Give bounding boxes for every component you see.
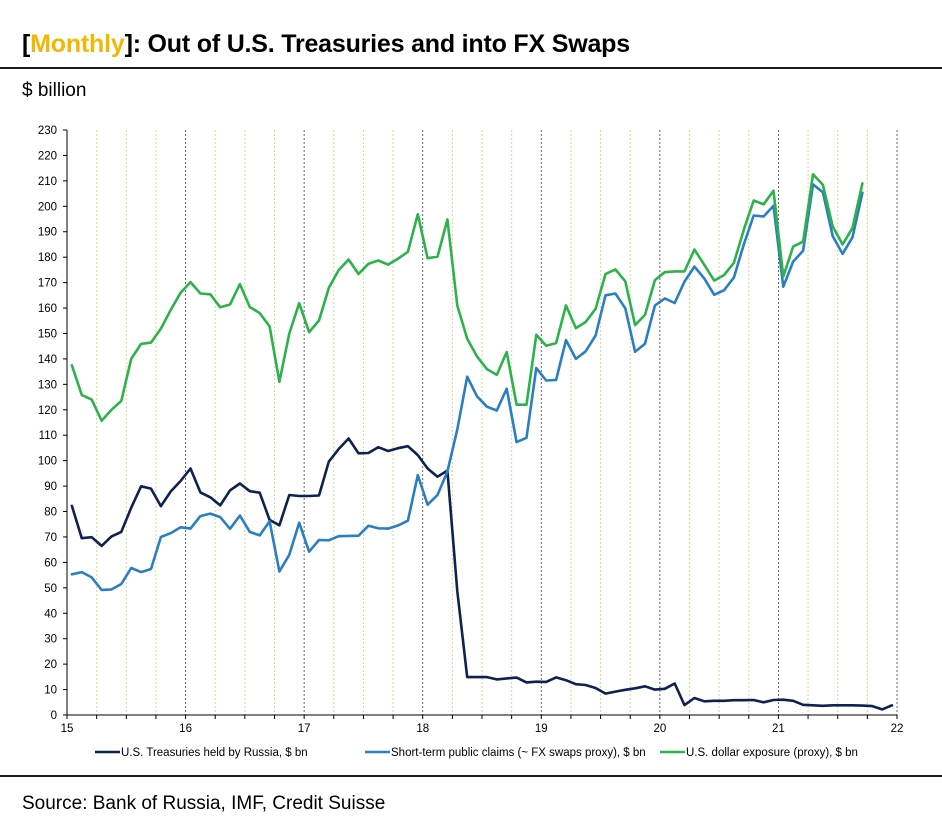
y-tick-label: 80 — [44, 507, 57, 519]
y-tick-label: 160 — [38, 303, 57, 315]
y-tick-label: 230 — [38, 125, 57, 137]
title-divider — [0, 67, 942, 69]
x-tick-label: 20 — [653, 723, 666, 735]
x-tick-label: 21 — [772, 723, 785, 735]
line-chart: 0 10 20 30 40 50 60 70 80 90 100 110 120 130 140 150 160… — [38, 125, 904, 759]
y-tick-label: 90 — [44, 481, 57, 493]
y-tick-label: 50 — [44, 583, 57, 595]
y-tick-label: 110 — [39, 430, 57, 442]
title-keyword: Monthly — [30, 30, 125, 58]
source-note: Source: Bank of Russia, IMF, Credit Suis… — [22, 793, 386, 814]
y-tick-label: 180 — [38, 252, 57, 264]
y-tick-label: 30 — [44, 634, 57, 646]
y-tick-label: 190 — [38, 227, 57, 239]
series-lines — [70, 173, 894, 711]
x-tick-label: 15 — [61, 723, 74, 735]
x-tick-label: 18 — [416, 723, 429, 735]
y-tick-label: 200 — [38, 201, 57, 213]
chart-title: [Monthly]: Out of U.S. Treasuries and in… — [22, 30, 630, 59]
source-divider — [0, 775, 942, 777]
y-tick-label: 20 — [44, 659, 57, 671]
series-line-3 — [70, 173, 864, 423]
legend-label-3: U.S. dollar exposure (proxy), $ bn — [686, 747, 858, 759]
series-line-1 — [70, 437, 894, 711]
y-tick-label: 10 — [44, 685, 57, 697]
legend: U.S. Treasuries held by Russia, $ bn Shor… — [95, 747, 858, 759]
legend-label-2: Short-term public claims (~ FX swaps pro… — [391, 747, 646, 759]
y-tick-label: 140 — [38, 354, 57, 366]
y-tick-label: 120 — [38, 405, 57, 417]
x-tick-label: 16 — [179, 723, 192, 735]
unit-label: $ billion — [22, 80, 87, 101]
x-tick-label: 22 — [891, 723, 904, 735]
series-line-2 — [70, 183, 864, 592]
y-tick-label: 70 — [44, 532, 57, 544]
y-tick-label: 100 — [38, 456, 57, 468]
y-tick-label: 220 — [38, 150, 57, 162]
legend-label-1: U.S. Treasuries held by Russia, $ bn — [121, 747, 308, 759]
y-tick-label: 170 — [38, 278, 57, 290]
title-bracket-open: [ — [22, 30, 31, 58]
y-tick-label: 210 — [38, 176, 57, 188]
title-text: ]: Out of U.S. Treasuries and into FX Sw… — [124, 30, 631, 58]
gridlines — [66, 130, 898, 715]
y-tick-label: 130 — [38, 379, 57, 391]
y-tick-label: 40 — [44, 608, 57, 620]
y-tick-label: 150 — [38, 328, 57, 340]
x-tick-label: 19 — [535, 723, 548, 735]
y-tick-label: 0 — [51, 710, 57, 722]
y-tick-label: 60 — [44, 557, 57, 569]
axes: 0 10 20 30 40 50 60 70 80 90 100 110 120 130 140 150 160… — [38, 125, 904, 735]
x-tick-label: 17 — [298, 723, 311, 735]
